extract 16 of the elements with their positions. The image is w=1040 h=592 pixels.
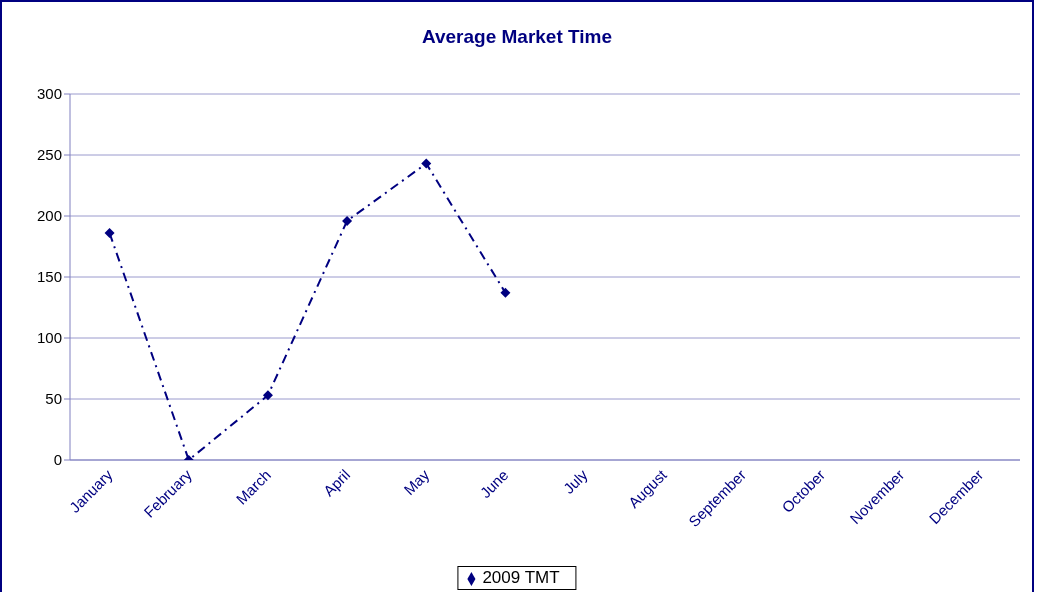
point — [104, 228, 115, 239]
y-tick-label: 0 — [53, 451, 62, 469]
y-tick-label: 150 — [36, 268, 62, 286]
y-tick-label: 300 — [36, 85, 62, 103]
y-tick-label: 100 — [36, 329, 62, 347]
point — [342, 215, 353, 226]
y-tick-label: 50 — [45, 390, 62, 408]
legend-label: 2009 TMT — [482, 568, 560, 587]
y-tick-label: 200 — [36, 207, 62, 225]
point — [500, 287, 511, 298]
y-tick-label: 250 — [36, 146, 62, 164]
point — [262, 390, 273, 401]
x-tick-label: May — [400, 465, 433, 499]
point — [421, 158, 432, 169]
chart-title: Average Market Time — [420, 26, 614, 48]
x-tick-label: July — [559, 465, 592, 497]
